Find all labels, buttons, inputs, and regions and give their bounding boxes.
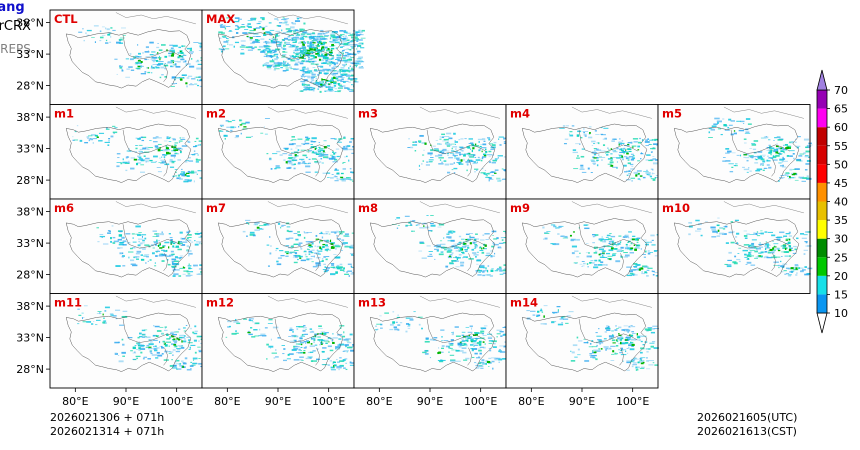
lon-tick-label: 80°E <box>62 395 88 408</box>
lon-tick-label: 90°E <box>265 395 291 408</box>
panel-label: m8 <box>358 201 378 215</box>
lon-tick-label: 100°E <box>616 395 649 408</box>
panel-label: m11 <box>54 296 82 310</box>
panel-label: m1 <box>54 107 74 121</box>
panel-label: m12 <box>206 296 234 310</box>
panel-label: m6 <box>54 201 74 215</box>
panel-label: m3 <box>358 107 378 121</box>
lat-tick-label: 38°N <box>16 17 44 30</box>
colorbar-tick-label: 50 <box>834 158 848 171</box>
valid-cst: 2026021613(CST) <box>697 425 797 438</box>
panel-label: m13 <box>358 296 386 310</box>
panel-label: m5 <box>662 107 682 121</box>
panel-label: m10 <box>662 201 690 215</box>
lat-tick-label: 38°N <box>16 111 44 124</box>
map-panel-m5: m5 <box>657 104 813 200</box>
lon-tick-label: 100°E <box>464 395 497 408</box>
colorbar-tick-label: 20 <box>834 270 848 283</box>
lon-tick-label: 100°E <box>160 395 193 408</box>
colorbar-tick-label: 10 <box>834 307 848 320</box>
init-utc: 2026021306 + 071h <box>50 411 165 424</box>
colorbar-tick-label: 15 <box>834 288 848 301</box>
colorbar-tick-label: 35 <box>834 214 848 227</box>
system-title: CMA-REPS <box>0 42 31 56</box>
panel-label: m2 <box>206 107 226 121</box>
colorbar-tick-label: 30 <box>834 233 848 246</box>
init-time-footer: 2026021306 + 071h 2026021314 + 071h <box>50 411 164 439</box>
variable-title: radarCRX <box>0 19 31 34</box>
panel-label: m7 <box>206 201 226 215</box>
map-panel-CTL: CTL <box>49 9 206 105</box>
lat-tick-label: 33°N <box>16 332 44 345</box>
lat-tick-label: 33°N <box>16 143 44 156</box>
init-cst: 2026021314 + 071h <box>50 425 165 438</box>
lat-tick-label: 33°N <box>16 237 44 250</box>
colorbar-tick-label: 70 <box>834 84 848 97</box>
colorbar-tick-label: 55 <box>834 140 848 153</box>
lon-tick-label: 80°E <box>366 395 392 408</box>
panel-label: CTL <box>54 12 78 26</box>
colorbar-tick-label: 40 <box>834 196 848 209</box>
lon-tick-label: 100°E <box>312 395 345 408</box>
map-panel-m12: m12 <box>201 293 357 389</box>
colorbar-tick-label: 60 <box>834 121 848 134</box>
panel-label: m9 <box>510 201 530 215</box>
map-panel-m7: m7 <box>201 198 357 294</box>
lat-tick-label: 28°N <box>16 174 44 187</box>
map-panel-m9: m9 <box>505 198 661 294</box>
lon-tick-label: 80°E <box>214 395 240 408</box>
lat-tick-label: 38°N <box>16 206 44 219</box>
map-panel-m10: m10 <box>657 198 813 294</box>
map-panel-m13: m13 <box>353 293 509 389</box>
map-panel-m11: m11 <box>49 293 204 389</box>
lat-tick-label: 38°N <box>16 300 44 313</box>
colorbar-tick-label: 45 <box>834 177 848 190</box>
region-title: Xizang <box>0 0 25 15</box>
valid-time-footer: 2026021605(UTC) 2026021613(CST) <box>697 411 797 439</box>
map-panel-m8: m8 <box>353 198 509 294</box>
map-panel-m3: m3 <box>353 104 508 200</box>
colorbar-tick-label: 65 <box>834 103 848 116</box>
panel-label: MAX <box>206 12 235 26</box>
lat-tick-label: 28°N <box>16 269 44 282</box>
map-panel-m2: m2 <box>201 104 357 200</box>
map-panel-m14: m14 <box>505 293 659 389</box>
panel-label: m14 <box>510 296 538 310</box>
lat-tick-label: 28°N <box>16 80 44 93</box>
colorbar: 10 15 20 25 30 35 40 45 50 55 60 65 70 <box>816 69 848 334</box>
lon-tick-label: 90°E <box>113 395 139 408</box>
colorbar-tick-label: 25 <box>834 251 848 264</box>
lon-tick-label: 90°E <box>569 395 595 408</box>
lon-tick-label: 80°E <box>518 395 544 408</box>
lon-tick-label: 90°E <box>417 395 443 408</box>
map-panel-MAX: MAX <box>201 9 366 105</box>
lat-tick-label: 33°N <box>16 48 44 61</box>
map-panel-m6: m6 <box>49 198 205 294</box>
valid-utc: 2026021605(UTC) <box>697 411 798 424</box>
panel-label: m4 <box>510 107 530 121</box>
lat-tick-label: 28°N <box>16 363 44 376</box>
map-panel-m4: m4 <box>505 104 662 200</box>
map-panel-m1: m1 <box>49 104 205 200</box>
